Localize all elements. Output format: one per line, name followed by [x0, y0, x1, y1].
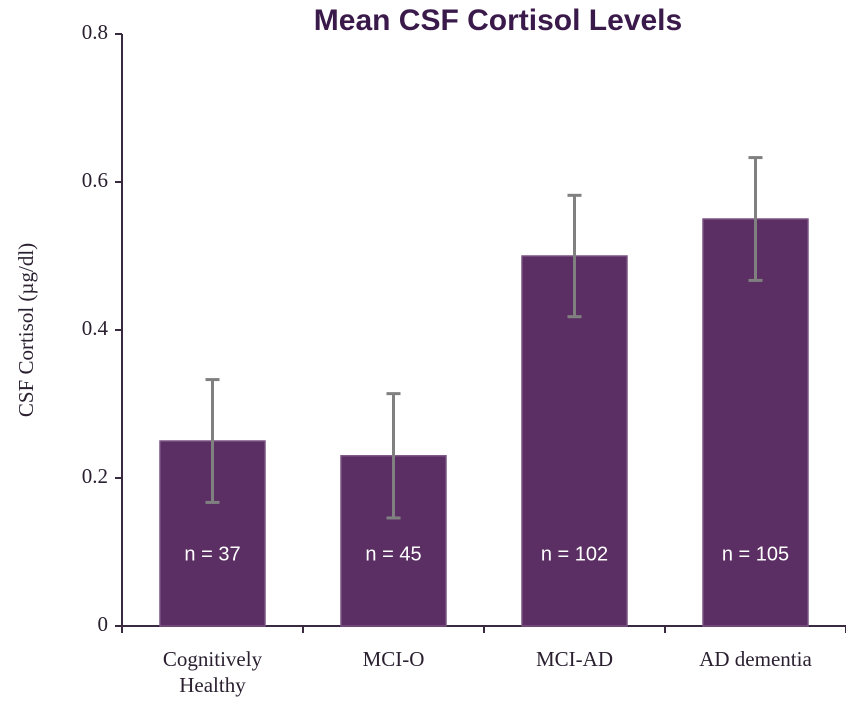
- x-tick-label: MCI-O: [362, 647, 425, 671]
- y-axis-label: CSF Cortisol (µg/dl): [14, 243, 38, 417]
- x-tick-label: MCI-AD: [536, 647, 613, 671]
- y-tick-label: 0.4: [82, 316, 109, 340]
- error-bar: [748, 156, 763, 282]
- bar-annotation: n = 45: [365, 543, 421, 565]
- error-bar: [386, 392, 401, 520]
- bar-annotation: n = 105: [722, 543, 789, 565]
- y-tick-label: 0.2: [82, 464, 108, 488]
- x-tick-label: AD dementia: [699, 647, 812, 671]
- y-tick-label: 0.8: [82, 20, 108, 44]
- error-bar: [567, 193, 582, 319]
- x-tick-label: Cognitively Healthy: [162, 647, 263, 697]
- y-tick-label: 0.6: [82, 168, 108, 192]
- bar-annotation: n = 102: [541, 543, 608, 565]
- error-bar: [205, 378, 220, 504]
- bar-annotation: n = 37: [184, 543, 240, 565]
- y-tick-label: 0: [98, 612, 109, 636]
- chart-title: Mean CSF Cortisol Levels: [314, 4, 682, 37]
- bar: [702, 218, 809, 627]
